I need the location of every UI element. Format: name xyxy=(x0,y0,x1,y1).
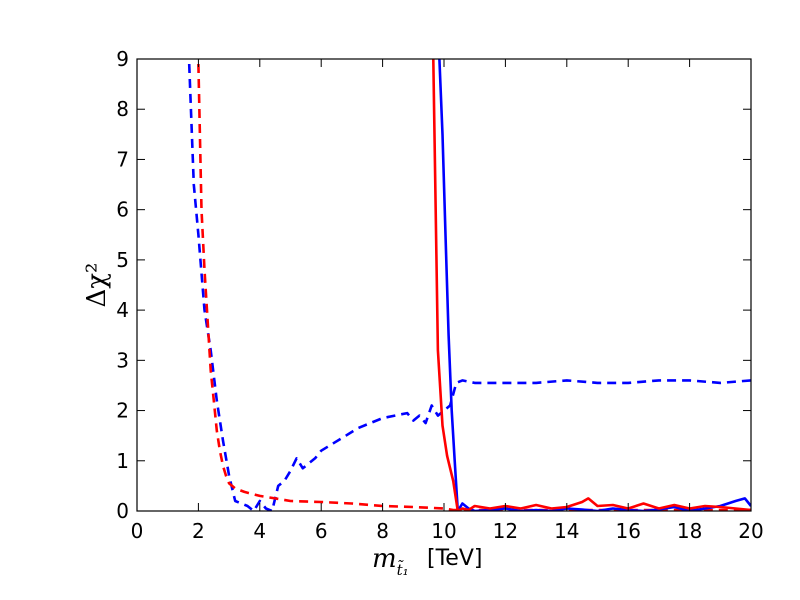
x-axis-title: mt̃₁ xyxy=(372,544,409,579)
x-tick-label: 6 xyxy=(315,519,328,543)
y-tick-label: 5 xyxy=(116,248,129,272)
x-tick-label: 10 xyxy=(431,519,456,543)
series-line-0 xyxy=(187,63,751,511)
y-tick-label: 3 xyxy=(116,348,129,372)
y-tick-label: 4 xyxy=(116,298,129,322)
ticks xyxy=(136,58,752,512)
series-line-2 xyxy=(438,59,751,511)
x-tick-label: 4 xyxy=(253,519,266,543)
x-axis-subscript: t̃₁ xyxy=(397,560,409,579)
y-axis-title-text: Δχ² xyxy=(82,263,112,308)
y-tick-label: 9 xyxy=(116,47,129,71)
series-line-1 xyxy=(197,63,751,511)
x-tick-label: 0 xyxy=(131,519,144,543)
x-axis-var: m xyxy=(372,544,397,574)
series-line-3 xyxy=(432,59,751,511)
x-tick-label: 18 xyxy=(677,519,702,543)
x-tick-label: 16 xyxy=(615,519,640,543)
y-tick-label: 8 xyxy=(116,97,129,121)
x-axis-unit: [TeV] xyxy=(427,546,482,571)
plot-lines xyxy=(187,59,751,511)
x-tick-label: 12 xyxy=(493,519,518,543)
y-tick-label: 7 xyxy=(116,147,129,171)
y-axis-title: Δχ² xyxy=(82,263,112,308)
y-tick-label: 1 xyxy=(116,449,129,473)
x-tick-label: 8 xyxy=(376,519,389,543)
x-tick-label: 20 xyxy=(738,519,763,543)
x-tick-label: 2 xyxy=(192,519,205,543)
x-tick-label: 14 xyxy=(554,519,579,543)
y-tick-label: 2 xyxy=(116,399,129,423)
y-tick-label: 6 xyxy=(116,198,129,222)
y-tick-label: 0 xyxy=(116,499,129,523)
